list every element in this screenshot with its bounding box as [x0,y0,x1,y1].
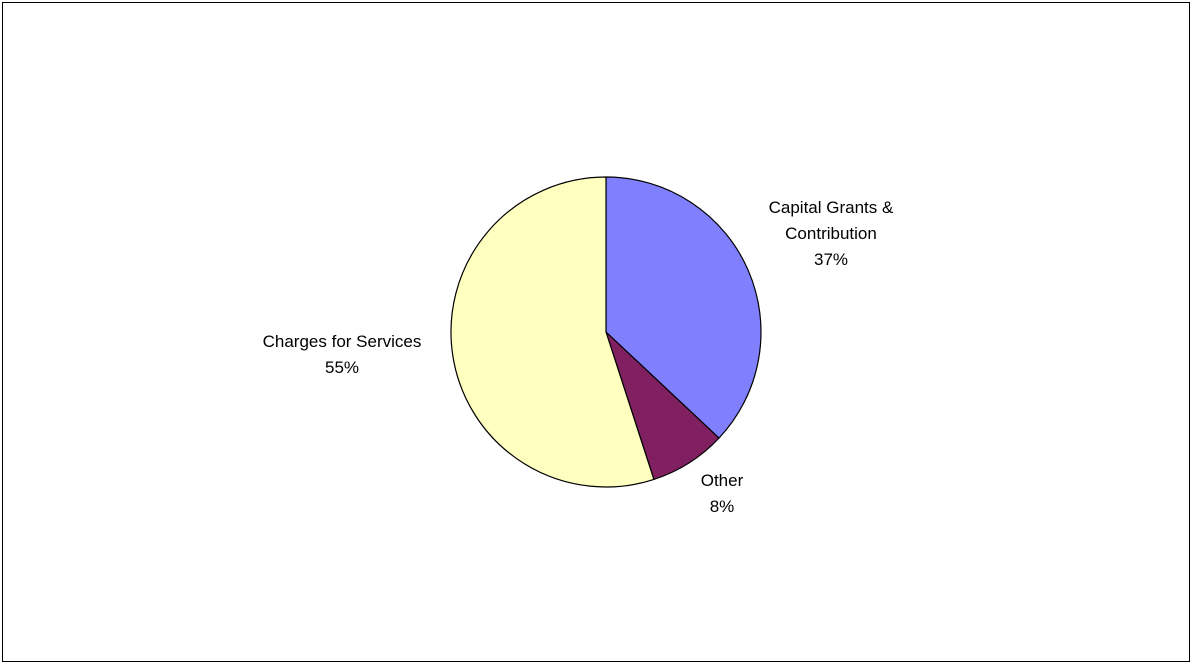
slice-category-label-0: Capital Grants & [769,198,894,217]
pie-slices [451,177,761,487]
slice-category-label-0: Contribution [785,224,877,243]
slice-value-label-2: 55% [325,358,359,377]
slice-category-label-1: Other [701,471,744,490]
slice-value-label-0: 37% [814,250,848,269]
slice-value-label-1: 8% [710,497,735,516]
slice-category-label-2: Charges for Services [263,332,422,351]
pie-chart: Capital Grants & Contribution 37% Other 8% Ch… [3,3,1194,657]
